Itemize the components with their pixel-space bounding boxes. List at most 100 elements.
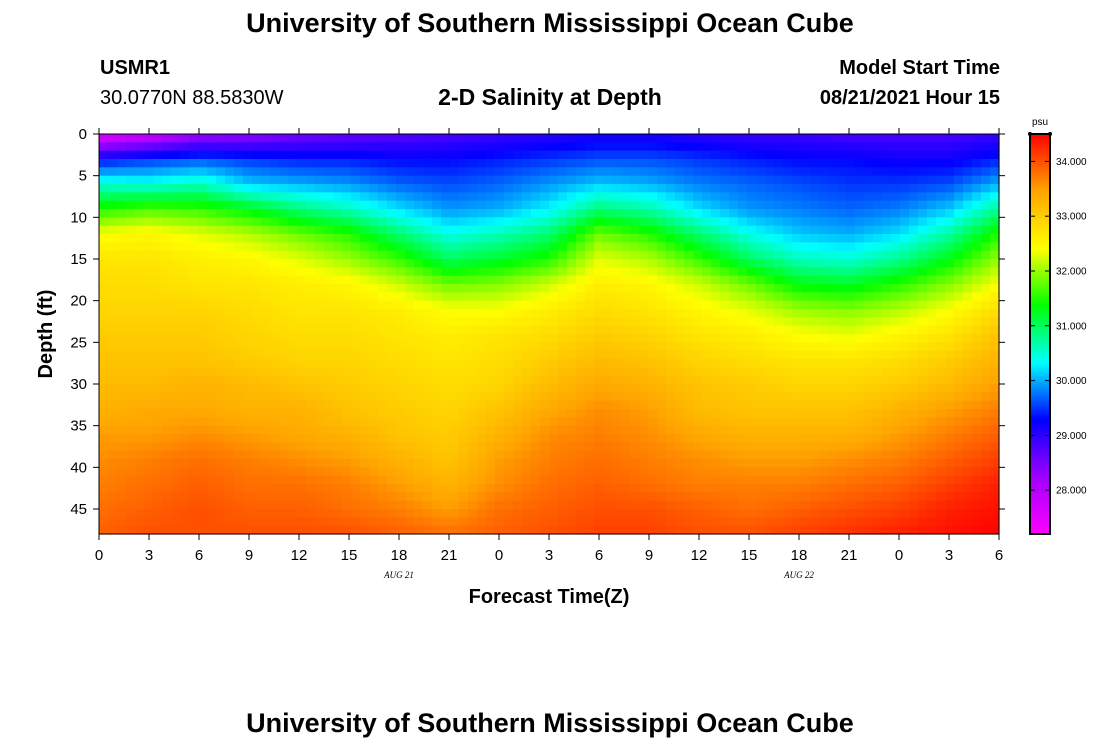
heatmap-cell — [153, 367, 163, 377]
heatmap-cell — [522, 142, 532, 152]
heatmap-cell — [216, 450, 226, 460]
heatmap-cell — [315, 500, 325, 510]
heatmap-cell — [405, 325, 415, 335]
heatmap-cell — [351, 334, 361, 343]
heatmap-cell — [720, 375, 730, 385]
heatmap-cell — [990, 300, 1000, 310]
heatmap-cell — [153, 175, 163, 185]
heatmap-cell — [216, 425, 226, 435]
heatmap-cell — [792, 442, 802, 452]
heatmap-cell — [252, 517, 262, 527]
heatmap-cell — [603, 309, 613, 318]
heatmap-cell — [513, 342, 523, 352]
heatmap-cell — [756, 334, 766, 343]
heatmap-cell — [675, 517, 685, 527]
heatmap-cell — [162, 242, 172, 252]
heatmap-cell — [810, 317, 820, 327]
heatmap-cell — [324, 450, 334, 460]
heatmap-cell — [567, 467, 577, 477]
heatmap-cell — [567, 134, 577, 143]
heatmap-cell — [918, 225, 928, 235]
heatmap-cell — [936, 375, 946, 385]
heatmap-cell — [846, 450, 856, 460]
heatmap-cell — [972, 325, 982, 335]
heatmap-cell — [972, 434, 982, 443]
heatmap-cell — [621, 325, 631, 335]
heatmap-cell — [378, 334, 388, 343]
heatmap-cell — [693, 167, 703, 177]
heatmap-cell — [873, 475, 883, 485]
heatmap-cell — [612, 517, 622, 527]
heatmap-cell — [738, 242, 748, 252]
heatmap-cell — [657, 184, 667, 193]
heatmap-cell — [513, 359, 523, 368]
heatmap-cell — [864, 417, 874, 427]
heatmap-cell — [801, 492, 811, 502]
heatmap-cell — [882, 167, 892, 177]
heatmap-cell — [612, 384, 622, 393]
heatmap-cell — [144, 409, 154, 418]
heatmap-cell — [297, 342, 307, 352]
heatmap-cell — [279, 450, 289, 460]
heatmap-cell — [792, 325, 802, 335]
heatmap-cell — [864, 267, 874, 277]
heatmap-cell — [279, 509, 289, 518]
heatmap-cell — [684, 217, 694, 227]
heatmap-cell — [657, 250, 667, 260]
heatmap-cell — [99, 484, 109, 493]
heatmap-cell — [216, 300, 226, 310]
heatmap-cell — [585, 267, 595, 277]
heatmap-cell — [387, 259, 397, 268]
heatmap-cell — [693, 342, 703, 352]
heatmap-cell — [162, 400, 172, 410]
heatmap-cell — [666, 192, 676, 202]
heatmap-cell — [567, 192, 577, 202]
heatmap-cell — [900, 434, 910, 443]
heatmap-cell — [549, 492, 559, 502]
heatmap-cell — [198, 134, 208, 143]
heatmap-cell — [945, 450, 955, 460]
heatmap-cell — [936, 425, 946, 435]
heatmap-cell — [639, 200, 649, 210]
heatmap-cell — [738, 292, 748, 302]
heatmap-cell — [144, 242, 154, 252]
heatmap-cell — [495, 359, 505, 368]
heatmap-cell — [243, 292, 253, 302]
heatmap-cell — [153, 384, 163, 393]
heatmap-cell — [702, 150, 712, 160]
heatmap-cell — [981, 292, 991, 302]
heatmap-cell — [378, 142, 388, 152]
heatmap-cell — [387, 425, 397, 435]
heatmap-cell — [927, 267, 937, 277]
heatmap-cell — [171, 509, 181, 518]
heatmap-cell — [783, 225, 793, 235]
heatmap-cell — [369, 309, 379, 318]
heatmap-cell — [567, 267, 577, 277]
heatmap-cell — [621, 442, 631, 452]
heatmap-cell — [918, 400, 928, 410]
heatmap-cell — [711, 167, 721, 177]
heatmap-cell — [549, 159, 559, 168]
heatmap-cell — [162, 425, 172, 435]
heatmap-cell — [477, 492, 487, 502]
heatmap-cell — [657, 234, 667, 243]
heatmap-cell — [585, 367, 595, 377]
heatmap-cell — [738, 384, 748, 393]
heatmap-cell — [882, 142, 892, 152]
heatmap-cell — [162, 359, 172, 368]
heatmap-cell — [603, 242, 613, 252]
heatmap-cell — [162, 367, 172, 377]
heatmap-cell — [792, 425, 802, 435]
heatmap-cell — [900, 134, 910, 143]
heatmap-cell — [639, 184, 649, 193]
heatmap-cell — [252, 309, 262, 318]
heatmap-cell — [513, 509, 523, 518]
heatmap-cell — [936, 150, 946, 160]
heatmap-cell — [315, 467, 325, 477]
heatmap-cell — [405, 334, 415, 343]
heatmap-cell — [666, 284, 676, 293]
heatmap-cell — [441, 525, 451, 535]
heatmap-cell — [810, 325, 820, 335]
heatmap-cell — [216, 350, 226, 360]
heatmap-cell — [801, 400, 811, 410]
